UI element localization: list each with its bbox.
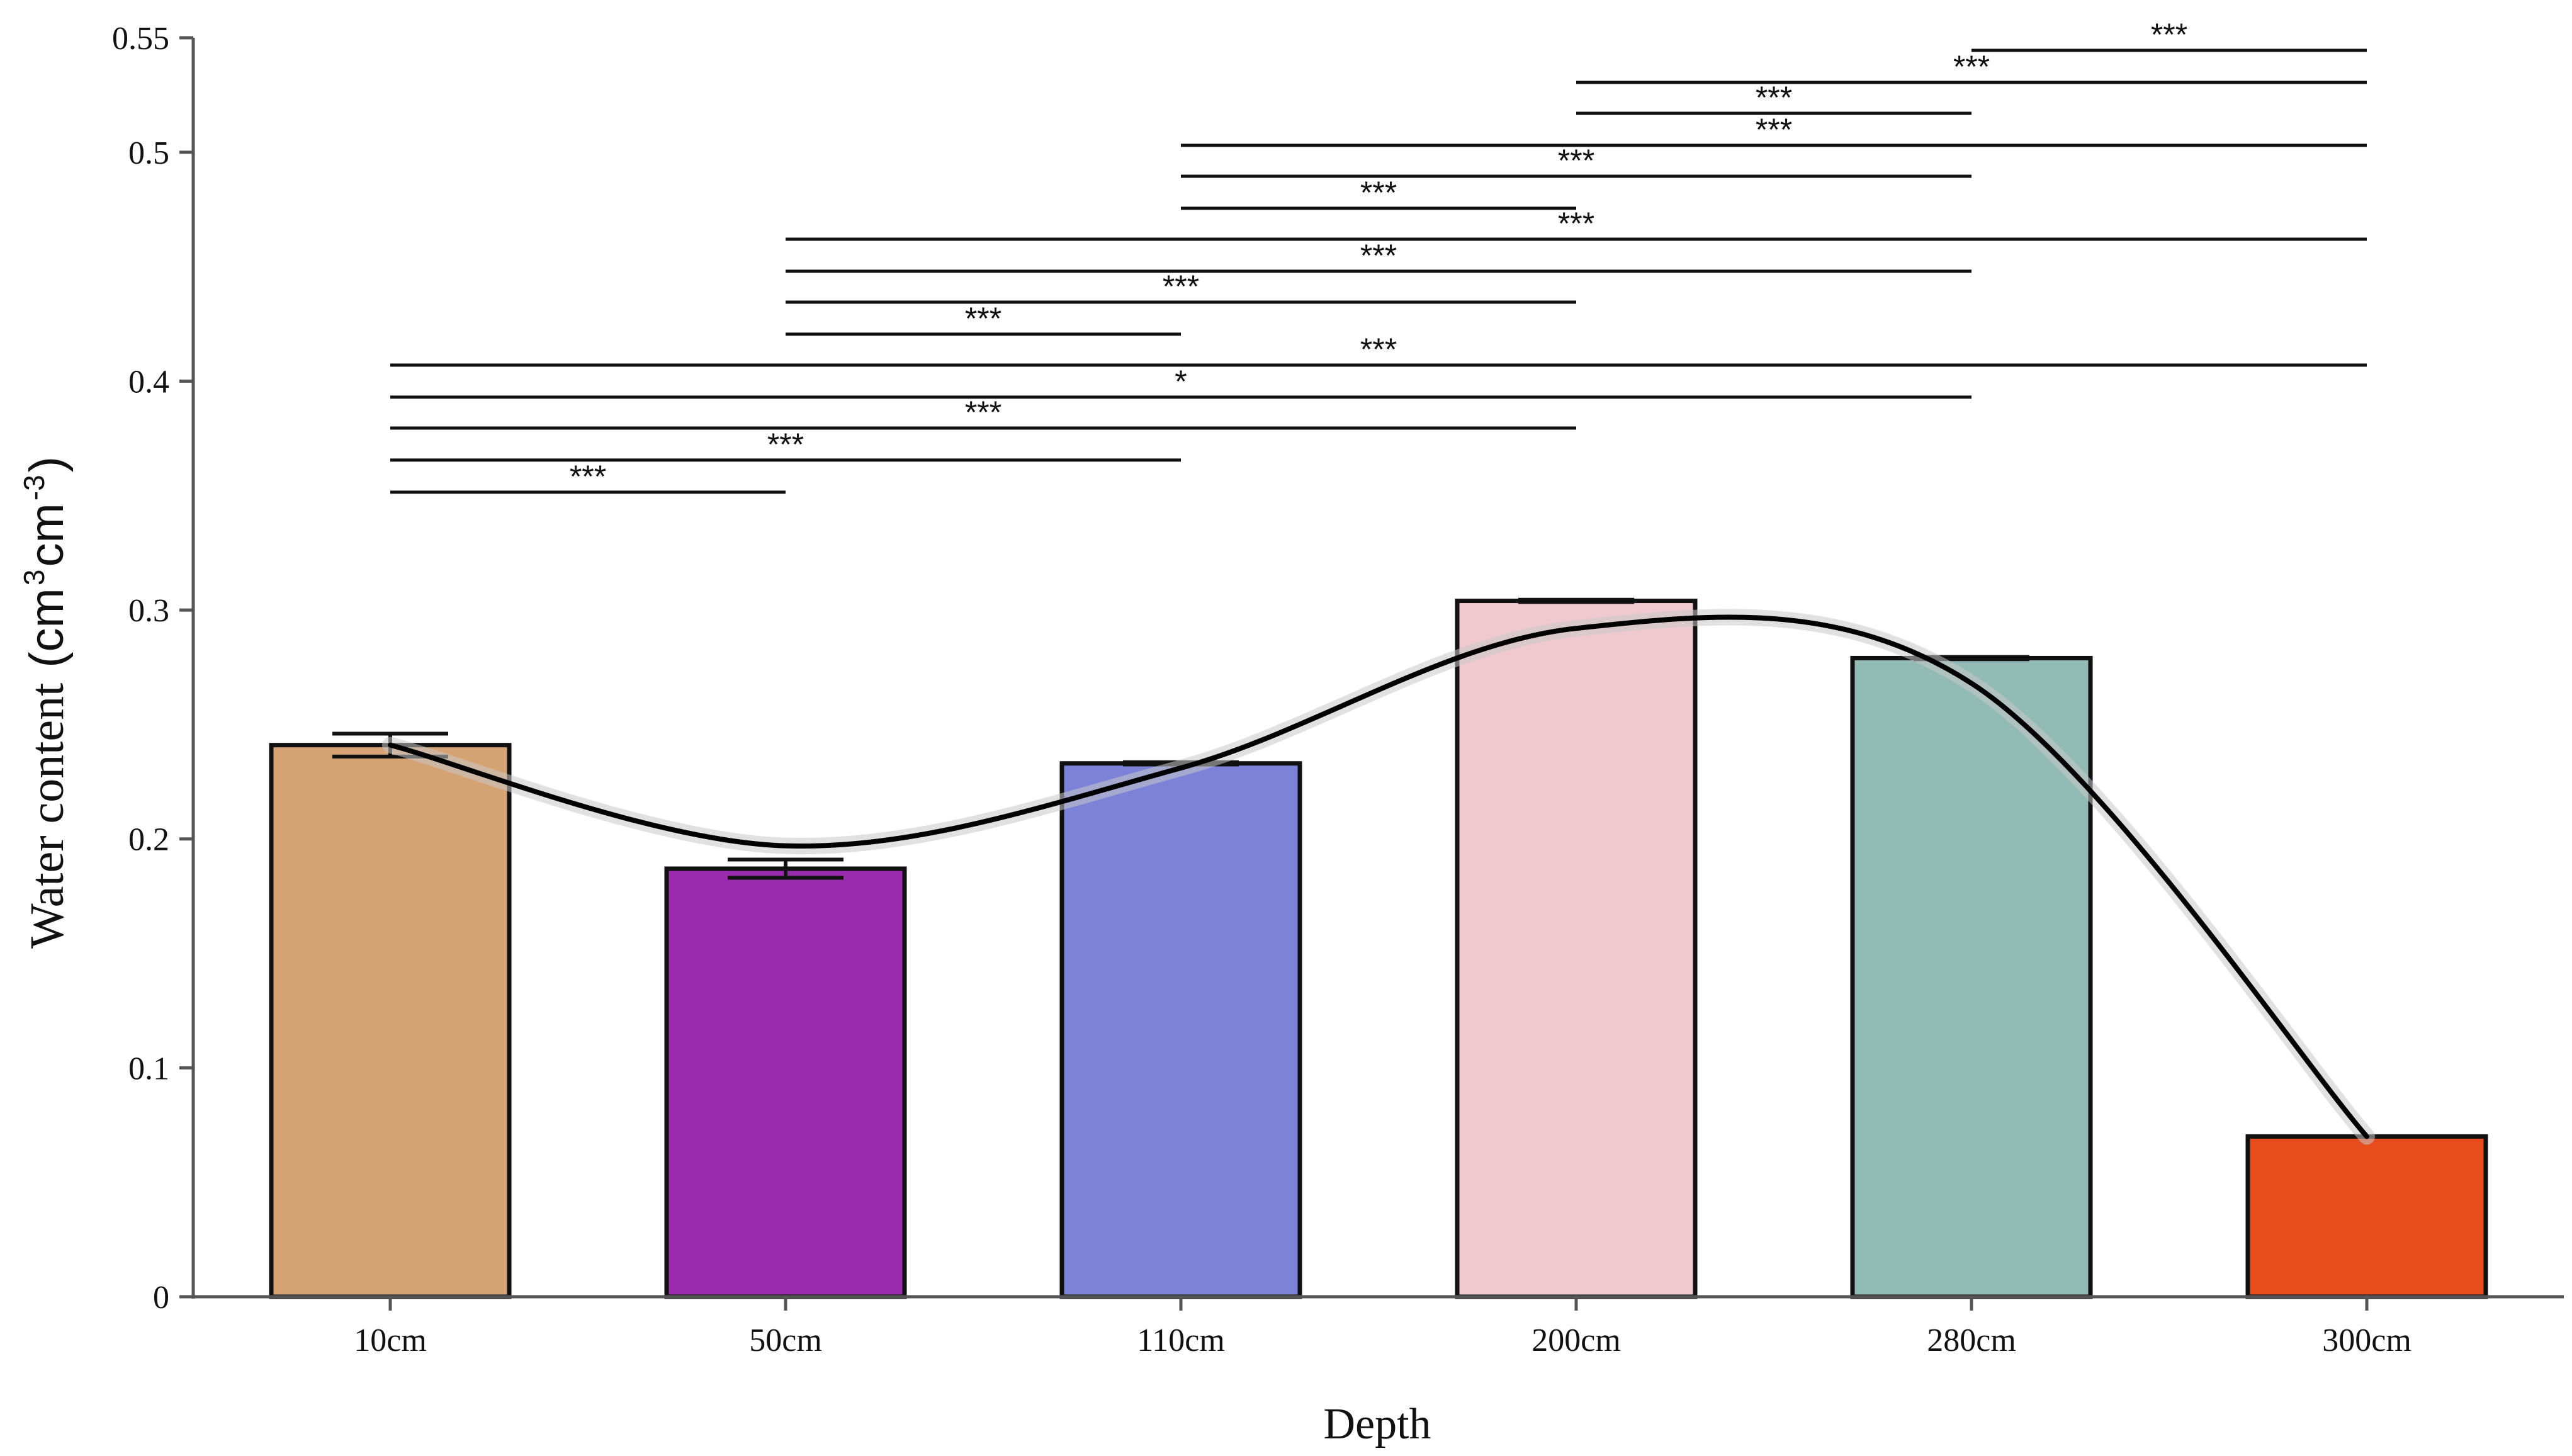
significance-bracket-10cm-50cm: *** [390, 459, 786, 494]
significance-bracket-110cm-280cm: *** [1181, 143, 1971, 178]
significance-label: *** [1558, 206, 1594, 241]
significance-bracket-280cm-300cm: *** [1971, 17, 2367, 52]
significance-bracket-200cm-300cm: *** [1576, 49, 2367, 84]
y-tick-label: 0.1 [128, 1051, 169, 1086]
significance-bracket-50cm-280cm: *** [786, 238, 1971, 273]
bar-200cm [1455, 599, 1698, 1299]
significance-bracket-10cm-300cm: *** [390, 332, 2367, 367]
y-tick-label: 0 [153, 1280, 169, 1316]
significance-label: *** [1558, 143, 1594, 178]
significance-bracket-50cm-110cm: *** [786, 301, 1181, 336]
significance-label: *** [1163, 269, 1199, 304]
significance-label: *** [1360, 332, 1397, 367]
trend-line-layer [382, 609, 2375, 1145]
significance-bracket-50cm-300cm: *** [786, 206, 2367, 241]
y-axis-title-unit-open: (cm [20, 588, 74, 668]
x-axis-title: Depth [1323, 1400, 1431, 1448]
bar-280cm [1850, 655, 2093, 1299]
significance-layer: ****************************************… [390, 17, 2367, 494]
x-tick-label-300cm: 300cm [2322, 1323, 2411, 1358]
x-tick-label-110cm: 110cm [1137, 1323, 1225, 1358]
x-tick-label-280cm: 280cm [1927, 1323, 2016, 1358]
significance-label: *** [2151, 17, 2187, 52]
y-axis-title-sup-1: 3 [18, 570, 50, 586]
significance-bracket-10cm-200cm: *** [390, 395, 1576, 430]
bars-layer [269, 599, 2488, 1299]
y-axis-title-unit-mid: cm [20, 503, 74, 567]
significance-bracket-110cm-300cm: *** [1181, 112, 2367, 147]
y-axis-title: Water content (cm 3 cm -3 ) [18, 456, 74, 949]
significance-bracket-200cm-280cm: *** [1576, 80, 1971, 115]
y-tick-label: 0.2 [128, 822, 169, 858]
significance-label: *** [767, 427, 804, 462]
significance-label: *** [1756, 112, 1792, 147]
x-tick-label-200cm: 200cm [1531, 1323, 1621, 1358]
significance-label: *** [1953, 49, 1990, 84]
y-axis-title-sup-2: -3 [18, 475, 50, 500]
axes-layer: 0 0.1 0.2 0.3 0.4 0.5 0.55 10cm 50cm 110cm 200cm 28… [112, 21, 2564, 1358]
significance-label: *** [965, 301, 1001, 336]
trend-line [388, 614, 2369, 1139]
significance-label: *** [570, 459, 606, 494]
significance-label: * [1175, 364, 1187, 399]
y-tick-label: 0.4 [128, 364, 169, 400]
significance-label: *** [1360, 175, 1397, 210]
y-axis-title-unit-close: ) [20, 456, 74, 472]
bar-300cm [2245, 1134, 2488, 1299]
bar-110cm [1059, 761, 1302, 1299]
x-tick-label-50cm: 50cm [749, 1323, 822, 1358]
significance-bracket-50cm-200cm: *** [786, 269, 1576, 304]
significance-bracket-10cm-280cm: * [390, 364, 1971, 399]
significance-label: *** [1756, 80, 1792, 115]
significance-bracket-10cm-110cm: *** [390, 427, 1181, 462]
y-tick-label: 0.3 [128, 593, 169, 629]
bar-50cm [664, 866, 907, 1299]
error-bar-200cm [1518, 597, 1634, 604]
significance-label: *** [1360, 238, 1397, 273]
y-tick-label: 0.5 [128, 135, 169, 171]
y-tick-label: 0.55 [112, 21, 169, 57]
y-axis-title-main: Water content [21, 683, 74, 949]
significance-bracket-110cm-200cm: *** [1181, 175, 1576, 210]
bar-10cm [269, 743, 512, 1299]
significance-label: *** [965, 395, 1001, 430]
error-bar-50cm [728, 857, 843, 880]
x-tick-label-10cm: 10cm [354, 1323, 427, 1358]
